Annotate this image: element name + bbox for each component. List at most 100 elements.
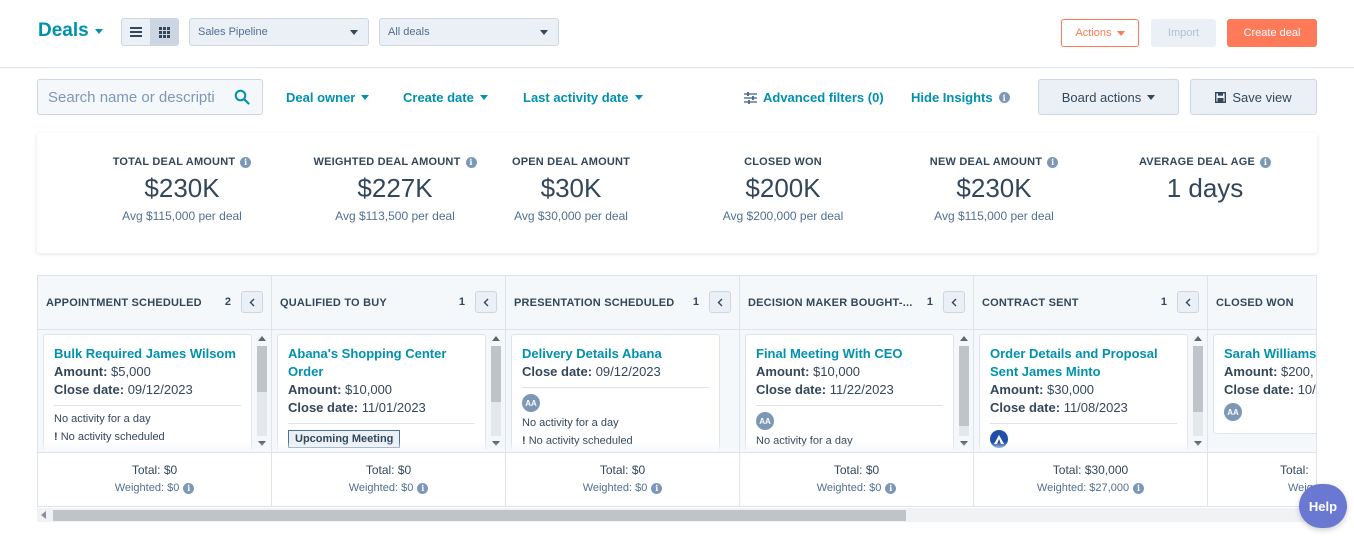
deal-close-date: 09/12/2023 [124,382,193,397]
metric-value: $227K [357,173,433,203]
deal-card[interactable]: Order Details and Proposal Sent James Mi… [979,334,1188,452]
chevron-down-icon [634,95,643,100]
metric-value: $200K [745,173,821,203]
info-icon[interactable]: i [885,482,897,494]
deal-card[interactable]: Delivery Details Abana Close date: 09/12… [511,334,720,452]
list-icon [129,27,142,37]
amount-label: Amount: [1224,364,1278,379]
activity-status: No activity for a day [54,413,151,425]
chevron-left-icon [1185,298,1191,306]
collapse-stage-button[interactable] [475,291,497,313]
actions-button[interactable]: Actions [1061,19,1139,47]
stage-title: PRESENTATION SCHEDULED [514,296,675,309]
stage-weighted: Weighted: $0 [114,482,180,494]
import-button[interactable]: Import [1151,19,1216,47]
metric-value: 1 days [1166,173,1244,203]
vertical-scrollbar[interactable] [1193,334,1203,448]
create-deal-button[interactable]: Create deal [1227,19,1317,47]
deal-owner-filter-label: Deal owner [286,90,356,105]
amount-label: Amount: [990,382,1044,397]
deal-name-link[interactable]: Abana's Shopping Center Order [288,346,447,379]
deals-view-select-value: All deals [388,26,430,38]
stage-weighted: Weighted: $0 [582,482,648,494]
page-title: Deals [38,20,89,41]
deal-close-date: 11/01/2023 [358,400,426,415]
stage-total: Total: [1280,463,1309,477]
hide-insights-label: Hide Insights [911,90,993,105]
metric-subtext: Avg $115,000 per deal [122,209,242,223]
metric-value: $30K [540,173,602,203]
search-input[interactable] [38,88,224,106]
save-view-button[interactable]: Save view [1190,79,1317,115]
pipeline-select[interactable]: Sales Pipeline [189,18,369,46]
list-view-button[interactable] [122,19,150,45]
deal-name-link[interactable]: Sarah Williams [1224,346,1317,361]
info-icon[interactable]: i [183,482,195,494]
deal-amount: $10,000 [341,382,393,397]
collapse-stage-button[interactable] [709,291,731,313]
warning-icon: ! [54,431,61,443]
metric-subtext: Avg $30,000 per deal [514,209,628,223]
board-actions-button[interactable]: Board actions [1038,79,1179,115]
stage-total: Total: $0 [131,463,178,477]
deal-name-link[interactable]: Order Details and Proposal Sent James Mi… [990,346,1158,379]
close-date-label: Close date: [1224,382,1295,397]
deal-name-link[interactable]: Bulk Required James Wilsom [54,346,236,361]
horizontal-scrollbar[interactable] [37,508,1317,522]
vertical-scrollbar[interactable] [491,334,501,448]
deal-name-link[interactable]: Delivery Details Abana [522,346,662,361]
hide-insights-link[interactable]: Hide Insights i [911,90,1010,105]
stage-count: 1 [1160,296,1167,308]
stage-totals: Total: $0 Weighted: $0 i [38,452,271,506]
vertical-scrollbar[interactable] [257,334,267,448]
chevron-left-icon [951,298,957,306]
search-icon[interactable] [234,89,250,105]
deal-card[interactable]: Sarah Williams Amount: $200, Close date:… [1213,334,1317,434]
close-date-label: Close date: [288,400,359,415]
last-activity-date-filter[interactable]: Last activity date [523,90,643,105]
deals-view-select[interactable]: All deals [379,18,559,46]
vertical-scrollbar[interactable] [959,334,969,448]
create-date-filter[interactable]: Create date [403,90,488,105]
scrollbar-thumb[interactable] [53,510,906,521]
close-date-label: Close date: [522,364,593,379]
info-icon[interactable]: i [651,482,663,494]
object-switcher[interactable]: Deals [38,20,103,42]
deal-card[interactable]: Final Meeting With CEO Amount: $10,000 C… [745,334,954,452]
deal-card[interactable]: Abana's Shopping Center Order Amount: $1… [277,334,486,452]
deal-owner-filter[interactable]: Deal owner [286,90,370,105]
collapse-stage-button[interactable] [241,291,263,313]
metric-closed-won: CLOSED WON $200K Avg $200,000 per deal [673,155,893,223]
board-view-button[interactable] [149,19,178,45]
deal-name-link[interactable]: Final Meeting With CEO [756,346,903,361]
stage-header: QUALIFIED TO BUY 1 [272,276,505,330]
metric-open-deal-amount: OPEN DEAL AMOUNT $30K Avg $30,000 per de… [461,155,681,223]
scroll-left-arrow-icon[interactable] [41,511,46,519]
stage-header: PRESENTATION SCHEDULED 1 [506,276,739,330]
stage-count: 1 [692,296,699,308]
deal-card[interactable]: Bulk Required James Wilsom Amount: $5,00… [43,334,252,452]
avatar[interactable]: AA [756,412,774,430]
chevron-down-icon [94,28,103,34]
avatar[interactable]: AA [1224,403,1242,421]
advanced-filters-link[interactable]: Advanced filters (0) [744,90,884,105]
info-icon[interactable]: i [240,156,252,168]
info-icon[interactable]: i [1133,482,1145,494]
metric-label: WEIGHTED DEAL AMOUNT [313,156,461,168]
collapse-stage-button[interactable] [1177,291,1199,313]
chevron-down-icon [1116,30,1125,36]
stage-count: 1 [926,296,933,308]
info-icon[interactable]: i [417,482,429,494]
help-button[interactable]: Help [1299,484,1347,528]
info-icon[interactable]: i [465,156,477,168]
metric-value: $230K [956,173,1032,203]
deal-amount: $5,000 [107,364,151,379]
avatar[interactable]: AA [522,394,540,412]
info-icon[interactable]: i [1047,156,1059,168]
info-icon[interactable]: i [1260,156,1272,168]
collapse-stage-button[interactable] [943,291,965,313]
actions-button-label: Actions [1075,27,1112,39]
metric-weighted-deal-amount: WEIGHTED DEAL AMOUNT i $227K Avg $113,500… [285,155,505,223]
stage-title: CLOSED WON [1216,296,1294,309]
chevron-down-icon [350,29,358,35]
